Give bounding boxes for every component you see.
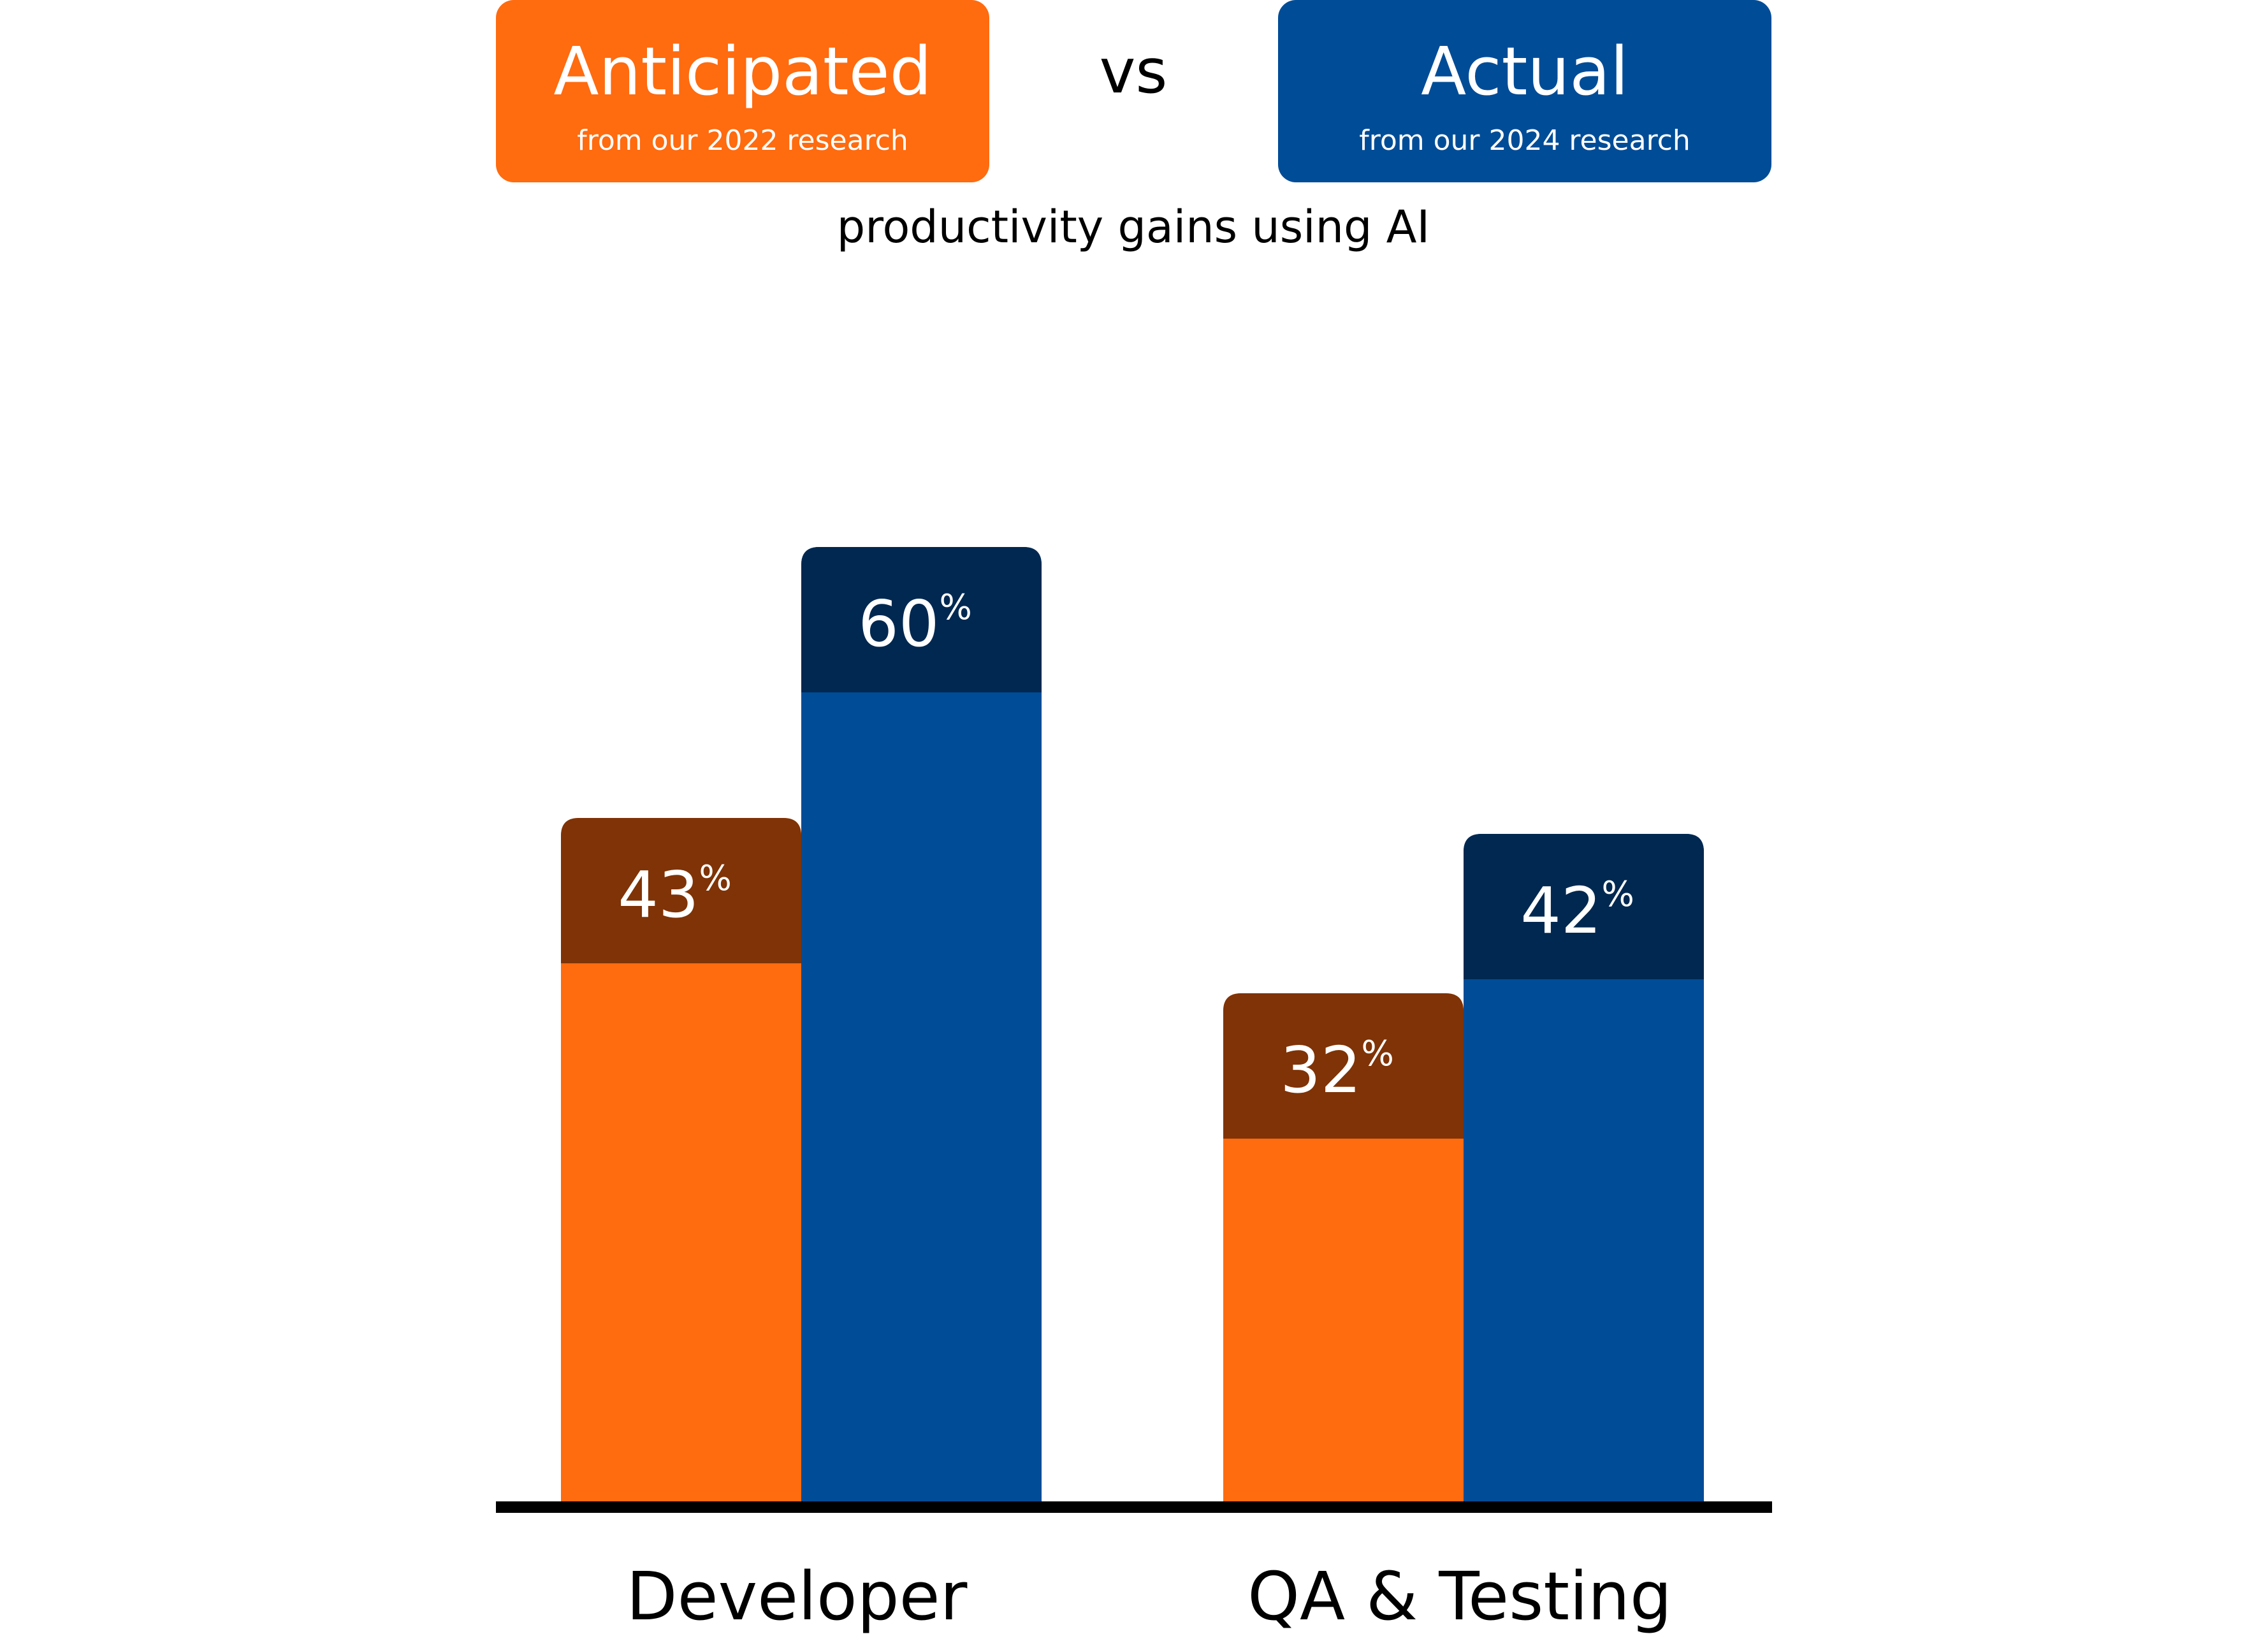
category-label-qa-testing: QA & Testing (1247, 1557, 1672, 1635)
legend-anticipated-note: from our 2022 research (577, 124, 908, 157)
legend-anticipated-label: Anticipated (553, 33, 931, 110)
legend-actual-note: from our 2024 research (1359, 124, 1690, 157)
legend-actual-background (1278, 0, 1771, 182)
legend-actual-label: Actual (1421, 33, 1629, 110)
bar-actual-developer (801, 547, 1042, 1503)
bar-cap-actual-developer (801, 547, 1042, 692)
data-label-actual-qa-testing: 42% (1520, 873, 1634, 948)
legend-anticipated-background (496, 0, 989, 182)
x-axis-baseline (496, 1501, 1772, 1513)
bar-actual-qa-testing (1464, 834, 1704, 1503)
bar-anticipated-developer (561, 818, 801, 1503)
chart-subtitle: productivity gains using AI (837, 201, 1430, 253)
bar-cap-anticipated-qa-testing (1223, 993, 1464, 1139)
legend-anticipated: Anticipated from our 2022 research (496, 0, 989, 182)
bar-cap-anticipated-developer (561, 818, 801, 963)
legend-actual: Actual from our 2024 research (1278, 0, 1771, 182)
category-label-developer: Developer (627, 1557, 968, 1635)
bars: 43% 60% 32% 42% (561, 547, 1704, 1503)
bar-cap-actual-qa-testing (1464, 834, 1704, 979)
vs-label: vs (1100, 36, 1168, 107)
data-label-anticipated-developer: 43% (618, 857, 732, 932)
data-label-actual-developer: 60% (858, 587, 972, 661)
data-label-anticipated-qa-testing: 32% (1280, 1033, 1394, 1107)
